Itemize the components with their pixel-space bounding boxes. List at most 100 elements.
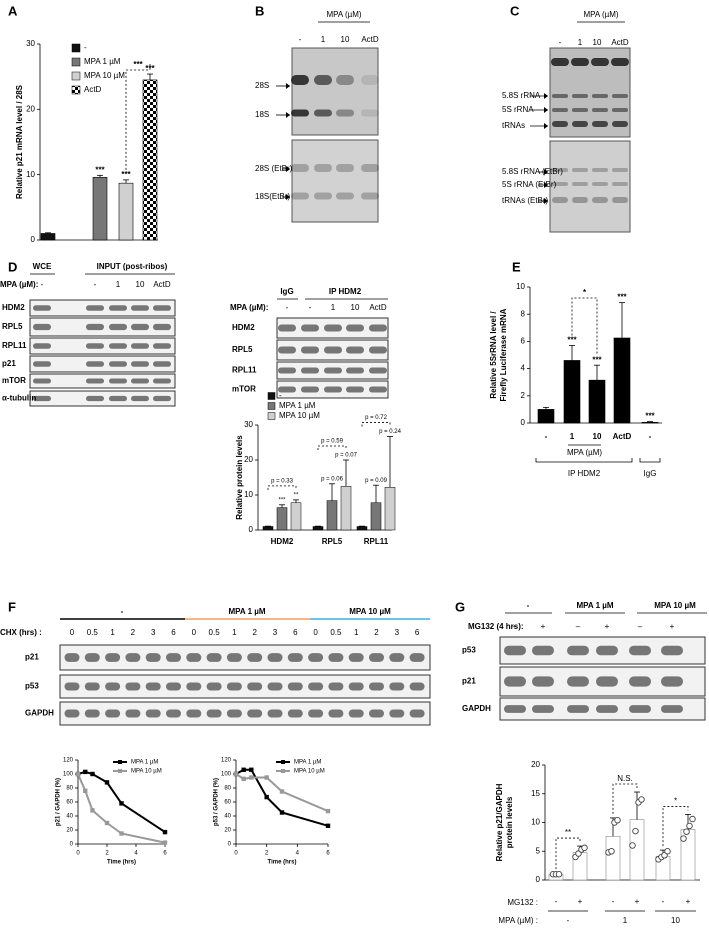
lane-label: 10 bbox=[351, 303, 360, 312]
group-label: IgG bbox=[280, 287, 293, 296]
blot-label: 18S(EtBr) bbox=[255, 192, 290, 201]
blot-band bbox=[145, 709, 161, 718]
blot-band bbox=[166, 653, 181, 662]
y-tick-label: 30 bbox=[244, 420, 253, 429]
blot-band bbox=[186, 653, 202, 662]
y-axis-label: protein levels bbox=[505, 796, 514, 848]
group-label: MPA (µM) bbox=[567, 448, 602, 457]
significance: *** bbox=[95, 165, 105, 174]
blot-band bbox=[324, 324, 342, 332]
x-tick-label: 6 bbox=[163, 851, 167, 857]
lane-label: 1 bbox=[354, 628, 359, 637]
annotation: ** bbox=[294, 492, 299, 498]
blot-band bbox=[86, 305, 104, 311]
blot-band bbox=[572, 121, 588, 127]
blot-band bbox=[308, 709, 324, 718]
blot-band bbox=[125, 653, 141, 662]
row-label: p21 bbox=[2, 359, 16, 368]
y-tick-label: 0 bbox=[536, 875, 541, 884]
lane-label: – bbox=[576, 622, 581, 631]
y-tick-label: 30 bbox=[26, 39, 35, 48]
lane-title: MPA (µM): bbox=[0, 280, 38, 289]
group-label: 1 bbox=[623, 916, 628, 925]
group-label: IgG bbox=[644, 469, 657, 478]
lane-label: ActD bbox=[361, 35, 379, 44]
data-point bbox=[683, 828, 690, 835]
x-tick-label: ActD bbox=[613, 432, 632, 441]
blot-band bbox=[552, 108, 568, 112]
bar bbox=[563, 360, 581, 424]
x-axis-label: Time (hrs) bbox=[268, 860, 297, 866]
blot-band bbox=[153, 343, 171, 349]
lane-label: + bbox=[541, 622, 546, 631]
legend-swatch bbox=[267, 402, 276, 410]
arrow-head bbox=[286, 112, 290, 118]
lane-label: 1 bbox=[321, 35, 326, 44]
blot-image bbox=[291, 139, 379, 223]
x-tick-label: + bbox=[578, 897, 583, 906]
bracket bbox=[571, 297, 598, 356]
blot-band bbox=[226, 682, 242, 691]
group-label: MPA 1 µM bbox=[228, 607, 265, 616]
lane-label: 10 bbox=[593, 38, 602, 47]
blot-band bbox=[567, 705, 589, 713]
blot-band bbox=[131, 343, 149, 349]
blot-band bbox=[409, 682, 425, 691]
lane-label: 2 bbox=[374, 628, 379, 637]
x-tick-label: 0 bbox=[76, 851, 80, 857]
blot-band bbox=[301, 324, 319, 332]
blot-band bbox=[348, 709, 364, 718]
lane-title: CHX (hrs) : bbox=[0, 628, 42, 637]
line-marker bbox=[233, 771, 239, 777]
data-point bbox=[638, 796, 645, 803]
annotation: *** bbox=[278, 497, 286, 503]
blot-band bbox=[369, 346, 387, 354]
lane-label: 0.5 bbox=[209, 628, 221, 637]
line-marker bbox=[249, 767, 254, 772]
blot-band bbox=[33, 305, 51, 311]
blot-band bbox=[629, 705, 651, 713]
legend-swatch bbox=[71, 85, 81, 95]
group-label: - bbox=[527, 601, 530, 610]
panel-letter: F bbox=[8, 599, 16, 614]
bracket-label: *** bbox=[133, 60, 143, 69]
blot-band bbox=[409, 653, 425, 662]
y-tick-label: 0 bbox=[228, 842, 232, 848]
blot-label: tRNAs (EtBr) bbox=[502, 196, 549, 205]
blot-band bbox=[153, 323, 171, 331]
y-tick-label: 120 bbox=[221, 758, 232, 764]
bracket-label: * bbox=[583, 288, 587, 297]
group-label: IP HDM2 bbox=[329, 287, 362, 296]
blot-band bbox=[551, 58, 569, 66]
blot-band bbox=[278, 346, 296, 354]
bar bbox=[118, 182, 134, 241]
line-marker bbox=[325, 808, 331, 814]
blot-band bbox=[314, 75, 332, 85]
blot-band bbox=[301, 386, 319, 393]
blot-band bbox=[84, 653, 100, 662]
lane-label: 1 bbox=[110, 628, 115, 637]
x-tick-label: 2 bbox=[265, 851, 269, 857]
significance: *** bbox=[645, 412, 655, 421]
blot-band bbox=[301, 346, 319, 354]
blot-band bbox=[552, 94, 568, 98]
annotation: p = 0.33 bbox=[271, 478, 294, 484]
group-label: INPUT (post-ribos) bbox=[97, 262, 168, 271]
blot-band bbox=[611, 58, 629, 66]
legend-swatch bbox=[71, 71, 81, 81]
lane-label: 1 bbox=[116, 280, 121, 289]
lane-label: 6 bbox=[171, 628, 176, 637]
lane-label: 1 bbox=[331, 303, 336, 312]
line-marker bbox=[162, 840, 168, 845]
blot-band bbox=[661, 676, 683, 687]
blot-band bbox=[131, 361, 149, 367]
blot-label: 28S (EtBr) bbox=[255, 164, 293, 173]
y-axis-label: p21 / GAPDH (%) bbox=[56, 778, 62, 826]
line-marker bbox=[249, 775, 254, 780]
lane-label: 0 bbox=[70, 628, 75, 637]
y-tick-label: 40 bbox=[66, 814, 73, 820]
row-label: p21 bbox=[25, 653, 39, 662]
row-label: HDM2 bbox=[2, 303, 25, 312]
blot-band bbox=[84, 682, 100, 691]
